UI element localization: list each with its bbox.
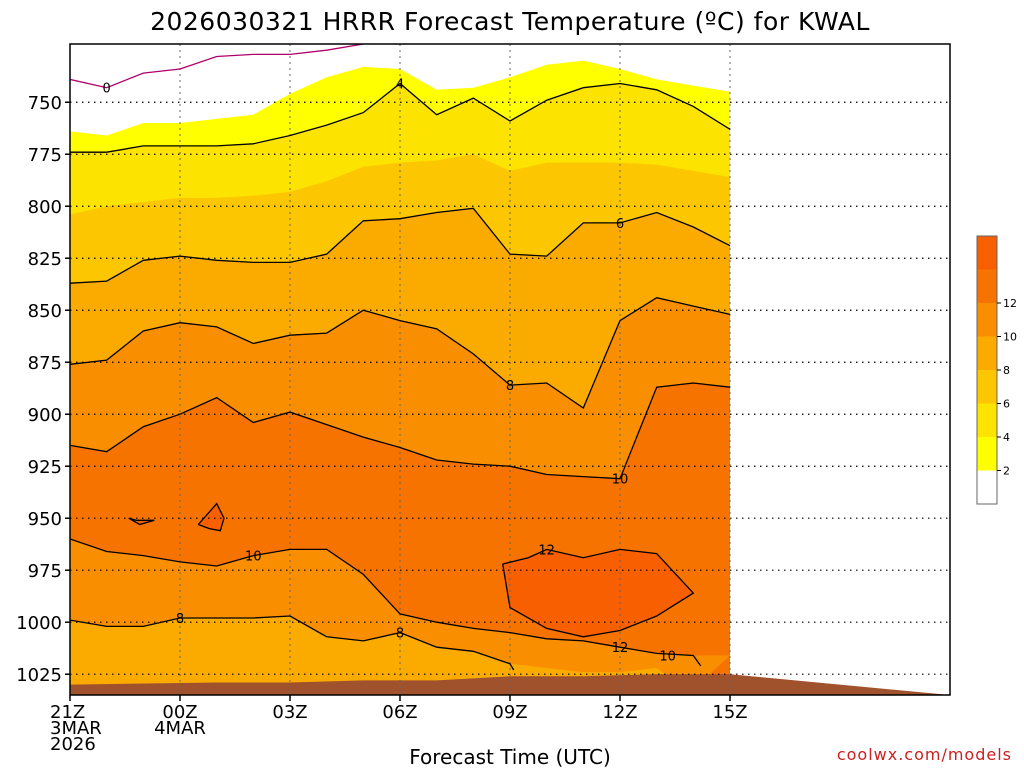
y-tick-label-950: 950 — [28, 509, 62, 530]
y-tick-label-1000: 1000 — [16, 613, 62, 634]
ground-layer — [70, 674, 950, 695]
colorbar-swatch-5 — [977, 403, 997, 437]
x-tick-label-15-0: 12Z — [602, 702, 637, 723]
temperature-fills — [70, 60, 730, 695]
credit-text: coolwx.com/models — [837, 745, 1012, 764]
temperature-band-8 — [198, 503, 224, 531]
colorbar-swatch-3 — [977, 336, 997, 370]
ground-surface — [70, 674, 950, 695]
contour-label-0: 0 — [103, 82, 111, 97]
y-tick-label-775: 775 — [28, 145, 62, 166]
y-tick-label-850: 850 — [28, 301, 62, 322]
colorbar-label-4: 4 — [1003, 431, 1010, 444]
contour-label-1: 4 — [396, 78, 404, 93]
contour-label-10: 12 — [612, 641, 629, 656]
contour-line-0 — [70, 44, 364, 89]
y-tick-label-1025: 1025 — [16, 665, 62, 686]
colorbar-swatch-1 — [977, 269, 997, 303]
x-tick-label-0-1: 3MAR — [50, 718, 102, 739]
colorbar-swatch-6 — [977, 437, 997, 471]
colorbar-label-10: 10 — [1003, 331, 1017, 344]
x-tick-label-12-0: 09Z — [492, 702, 527, 723]
contour-label-9: 8 — [176, 612, 184, 627]
colorbar: 2 4 6 8 10 12 — [976, 235, 1017, 505]
colorbar-swatch-2 — [977, 303, 997, 337]
colorbar-swatch-4 — [977, 370, 997, 404]
x-tick-label-0-0: 21Z — [50, 702, 85, 723]
y-tick-label-800: 800 — [28, 197, 62, 218]
colorbar-label-2: 2 — [1003, 465, 1010, 478]
contour-label-3: 8 — [506, 379, 514, 394]
x-tick-label-9-0: 06Z — [382, 702, 417, 723]
x-tick-label-3-1: 4MAR — [154, 718, 206, 739]
contour-label-2: 6 — [616, 217, 624, 232]
y-axis: 750 775 800 825 850 875 900 925 950 975 1000 1025 — [16, 93, 70, 686]
x-tick-label-18-0: 15Z — [712, 702, 747, 723]
temperature-band-10 — [70, 616, 730, 695]
x-tick-label-6-0: 03Z — [272, 702, 307, 723]
contour-label-12: 8 — [396, 627, 404, 642]
contour-lines — [70, 44, 731, 671]
colorbar-swatch-0 — [977, 236, 997, 270]
contour-line-9 — [70, 615, 515, 671]
y-tick-label-825: 825 — [28, 249, 62, 270]
contour-label-11: 10 — [659, 649, 676, 664]
contour-label-4: 10 — [612, 473, 629, 488]
colorbar-label-12: 12 — [1003, 297, 1017, 310]
contour-line-8 — [70, 538, 702, 667]
grid-lines — [70, 44, 950, 695]
chart-title: 2026030321 HRRR Forecast Temperature (ºC… — [150, 7, 870, 36]
x-tick-label-0-2: 2026 — [50, 734, 96, 755]
x-axis-label: Forecast Time (UTC) — [409, 745, 611, 768]
y-tick-label-975: 975 — [28, 561, 62, 582]
y-tick-label-925: 925 — [28, 457, 62, 478]
temperature-band-7 — [128, 518, 155, 525]
contour-line-2 — [70, 207, 731, 284]
y-tick-label-900: 900 — [28, 405, 62, 426]
contour-line-3 — [70, 297, 731, 409]
contour-line-6 — [128, 517, 155, 526]
y-tick-label-875: 875 — [28, 353, 62, 374]
contour-labels: 0 4 6 8 10 12 10 8 12 10 8 — [103, 78, 676, 665]
contour-label-5: 12 — [538, 543, 555, 558]
y-tick-label-750: 750 — [28, 93, 62, 114]
colorbar-label-8: 8 — [1003, 364, 1010, 377]
contour-label-8: 10 — [245, 550, 262, 565]
temperature-band-6 — [502, 549, 694, 637]
x-tick-label-3-0: 00Z — [162, 702, 197, 723]
colorbar-swatch-7 — [977, 470, 997, 504]
contour-line-1 — [70, 82, 731, 153]
contour-line-4 — [70, 382, 731, 480]
contour-line-5 — [502, 548, 695, 638]
contour-line-7 — [197, 502, 225, 532]
colorbar-label-6: 6 — [1003, 398, 1010, 411]
